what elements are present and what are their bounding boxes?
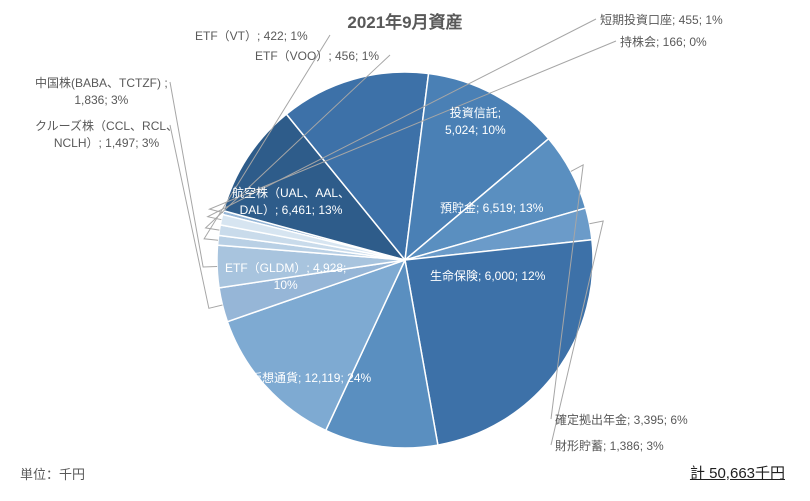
slice-label: 仮想通貨; 12,119; 24%	[250, 370, 371, 387]
unit-label: 単位：千円	[20, 464, 85, 483]
slice-label: 短期投資口座; 455; 1%	[600, 12, 723, 29]
slice-label: 航空株（UAL、AAL、 DAL）; 6,461; 13%	[232, 185, 350, 219]
slice-label: 生命保険; 6,000; 12%	[430, 268, 545, 285]
slice-label: ETF（VOO）; 456; 1%	[255, 48, 379, 65]
slice-label: 持株会; 166; 0%	[620, 34, 707, 51]
leader-line	[170, 125, 222, 308]
total-label: 計 50,663千円	[690, 462, 785, 483]
slice-label: 預貯金; 6,519; 13%	[440, 200, 543, 217]
slice-label: 確定拠出年金; 3,395; 6%	[555, 412, 688, 429]
slice-label: 中国株(BABA、TCTZF) ; 1,836; 3%	[35, 75, 168, 109]
slice-label: ETF（GLDM）; 4,928; 10%	[225, 260, 346, 294]
slice-label: クルーズ株（CCL、RCL、 NCLH）; 1,497; 3%	[35, 118, 178, 152]
slice-label: 投資信託; 5,024; 10%	[445, 105, 506, 139]
slice-label: 財形貯蓄; 1,386; 3%	[555, 438, 664, 455]
slice-label: ETF（VT）; 422; 1%	[195, 28, 308, 45]
